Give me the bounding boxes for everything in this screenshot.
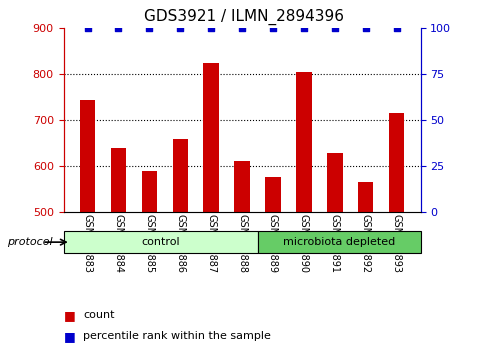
Bar <box>80 100 95 354</box>
Point <box>238 25 245 31</box>
Text: control: control <box>142 237 180 247</box>
Bar <box>63 231 258 253</box>
Text: protocol: protocol <box>7 237 53 247</box>
Point <box>299 25 307 31</box>
Point <box>145 25 153 31</box>
Text: count: count <box>83 310 114 320</box>
Point <box>330 25 338 31</box>
Bar <box>142 171 157 354</box>
Text: ■: ■ <box>63 330 75 343</box>
Bar <box>357 182 373 354</box>
Bar <box>296 72 311 354</box>
Bar <box>203 63 219 354</box>
Text: microbiota depleted: microbiota depleted <box>283 237 395 247</box>
Point <box>114 25 122 31</box>
Point <box>268 25 276 31</box>
Point <box>361 25 369 31</box>
Bar <box>388 113 404 354</box>
Point <box>83 25 91 31</box>
Text: ■: ■ <box>63 309 75 321</box>
Bar <box>264 177 280 354</box>
Point <box>392 25 400 31</box>
Text: GDS3921 / ILMN_2894396: GDS3921 / ILMN_2894396 <box>144 9 344 25</box>
Bar <box>110 148 126 354</box>
Bar <box>326 153 342 354</box>
Bar <box>258 231 420 253</box>
Point <box>207 25 215 31</box>
Bar <box>172 139 187 354</box>
Text: percentile rank within the sample: percentile rank within the sample <box>83 331 270 341</box>
Bar <box>234 161 249 354</box>
Point <box>176 25 184 31</box>
